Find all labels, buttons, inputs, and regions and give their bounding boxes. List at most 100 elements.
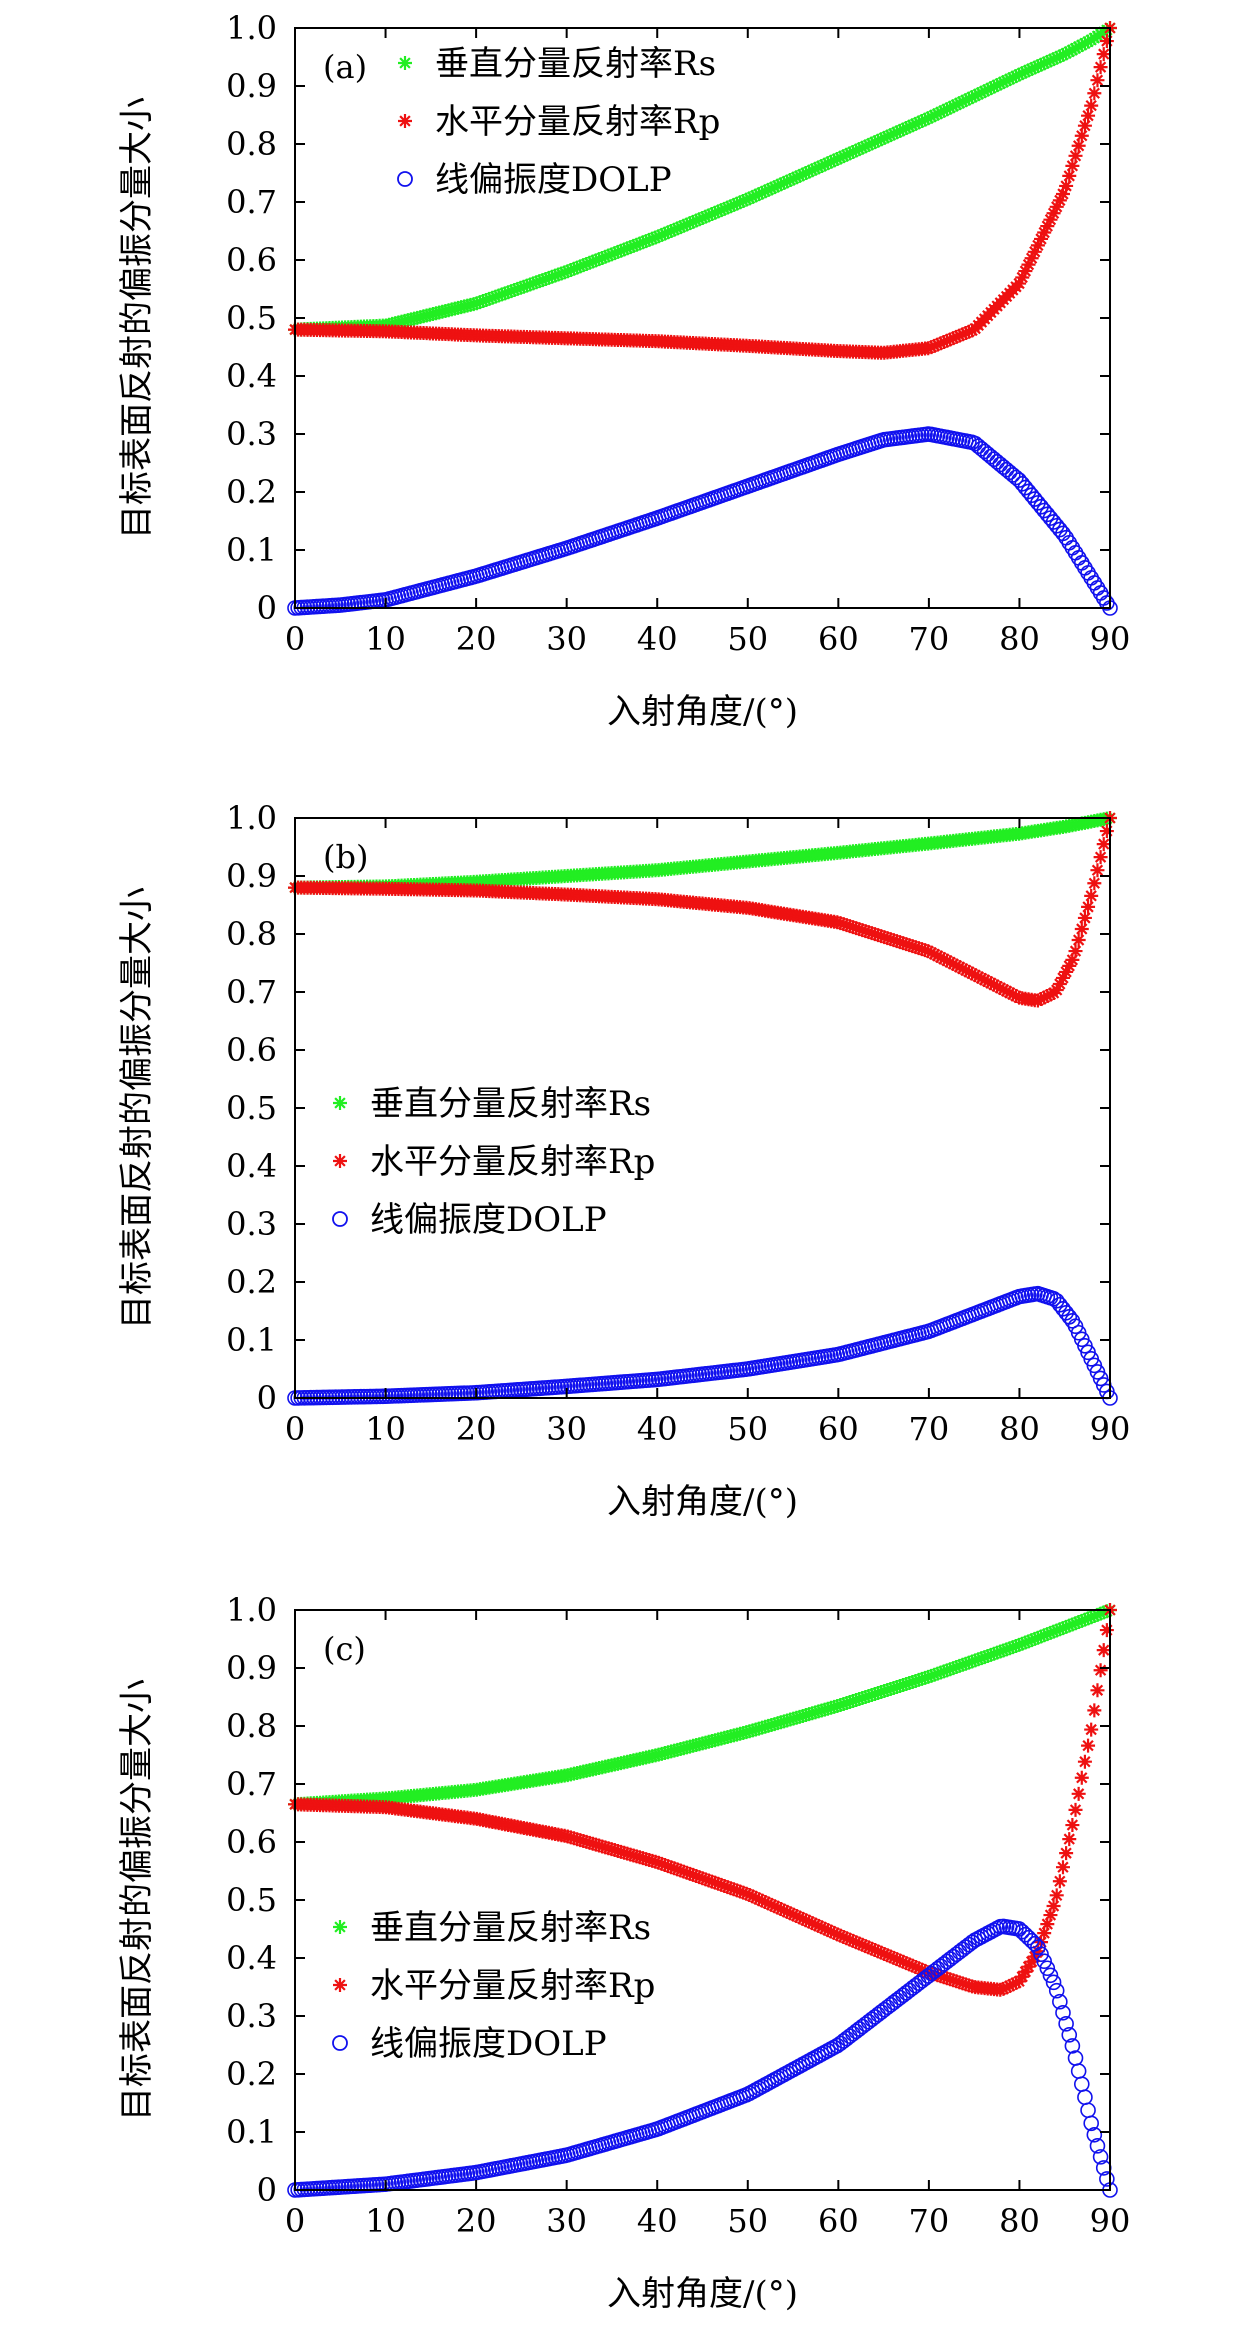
data-point [974,85,989,100]
data-point [1052,976,1067,991]
data-point [501,285,516,300]
data-point [1055,1621,1070,1636]
data-point [661,1859,676,1874]
data-point [1046,1899,1061,1914]
data-point [770,178,785,193]
legend-marker-circle [332,1211,348,1227]
data-point [1080,2102,1096,2119]
y-tick-label: 0.2 [226,2055,277,2093]
data-point [720,1880,735,1895]
data-point [607,246,622,261]
x-tick-label: 30 [546,620,587,658]
data-point [494,287,509,302]
data-point [1064,2038,1081,2054]
legend-label: 水平分量反射率Rp [370,1142,655,1182]
data-point [1071,1786,1086,1801]
data-point [933,1665,948,1680]
data-point [949,1660,964,1675]
data-point [1074,1613,1089,1628]
data-point [761,1896,776,1911]
data-point [610,244,625,259]
x-tick-label: 50 [727,2202,768,2240]
y-tick-label: 0.6 [226,241,277,279]
data-point [1034,231,1049,246]
data-point [983,81,998,96]
data-point [698,1872,713,1887]
data-point [692,212,707,227]
data-point [795,167,810,182]
y-tick-label: 0.7 [226,973,277,1011]
data-point [961,324,976,339]
data-point [971,1652,986,1667]
data-point [510,281,525,296]
data-point [777,1903,791,1918]
data-point [824,1924,839,1939]
data-point [983,1647,998,1662]
data-point [645,231,660,246]
data-point [545,269,560,284]
data-point [996,75,1011,90]
y-tick-label: 0.1 [226,1321,277,1359]
y-tick-label: 0.5 [226,1089,277,1127]
data-point [639,234,654,249]
data-point [1099,1604,1114,1619]
legend-label: 垂直分量反射率Rs [370,1084,651,1124]
data-point [783,1906,798,1921]
data-point [1087,1703,1102,1718]
data-point [711,204,726,219]
data-point [1065,158,1080,173]
data-point [927,338,942,353]
data-point [717,1878,732,1893]
data-point [958,326,973,341]
data-point [1068,1616,1083,1631]
data-point [792,1910,807,1925]
data-point [1046,52,1061,67]
legend: 垂直分量反射率Rs 水平分量反射率Rp 线偏振度DOLP [332,1084,655,1240]
data-point [798,166,813,181]
data-point [513,280,528,295]
data-point [961,91,976,106]
data-point [1080,565,1096,581]
data-point [824,154,839,169]
data-point [701,1873,716,1888]
data-point [855,1937,870,1952]
data-point [1081,1738,1096,1753]
data-point [1043,53,1058,68]
data-point [1046,1624,1061,1639]
data-point [1052,193,1067,208]
data-point [535,273,550,288]
x-tick-label: 50 [727,1410,768,1448]
data-point [911,1961,926,1976]
y-tick-label: 1.0 [226,1591,277,1629]
data-point [889,125,904,140]
data-point [955,327,970,342]
data-point [1064,539,1081,556]
data-point [849,1935,864,1950]
data-point [1077,910,1092,925]
data-point [1093,60,1108,75]
data-point [1074,128,1089,143]
data-point [855,140,870,155]
series-rp [288,1603,1117,1997]
y-tick-label: 0.8 [226,125,277,163]
data-point [842,146,857,161]
data-point [839,1931,854,1946]
data-point [798,1913,813,1928]
data-point [777,175,791,190]
data-point [1024,251,1039,266]
series-dolp [287,1918,1118,2198]
data-point [1037,1628,1052,1643]
data-point [733,195,748,210]
data-point [820,156,835,171]
data-point [579,256,594,271]
data-point [852,142,867,157]
data-point [1099,2171,1115,2187]
data-point [736,1885,751,1900]
data-point [1008,1975,1023,1990]
data-point [1021,1959,1036,1974]
data-point [1096,837,1111,852]
data-point [1059,178,1074,193]
data-point [930,106,945,121]
data-point [642,232,657,247]
legend-label: 水平分量反射率Rp [370,1966,655,2006]
